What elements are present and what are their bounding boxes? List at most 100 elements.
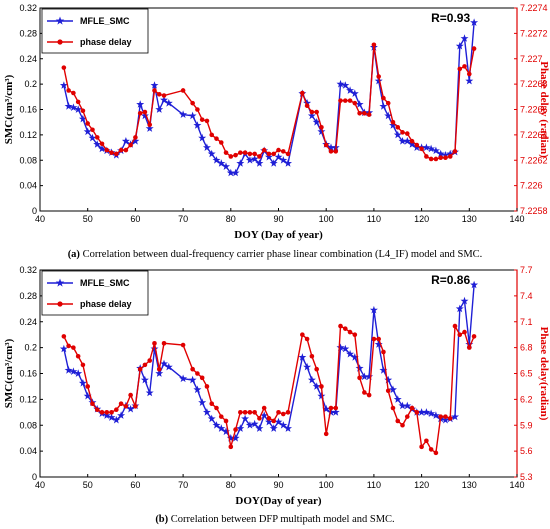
chart-a-smc-point bbox=[274, 152, 283, 161]
chart-b-phase-point bbox=[190, 366, 195, 372]
chart-a-phase-point bbox=[352, 100, 358, 106]
chart-b-xtick-label: 120 bbox=[414, 480, 429, 490]
chart-a-phase-point bbox=[471, 46, 477, 51]
chart-b-phase-point bbox=[199, 375, 205, 381]
chart-a-phase-point bbox=[228, 154, 234, 159]
chart-a-smc-point bbox=[217, 159, 226, 167]
chart-a-smc-line bbox=[63, 22, 475, 174]
chart-a-smc-point bbox=[160, 95, 168, 104]
chart-b-phase-point bbox=[328, 405, 334, 411]
chart-a-ytick-right-label: 7.2258 bbox=[520, 206, 548, 216]
chart-a-phase-point bbox=[428, 156, 434, 162]
chart-b-smc-point bbox=[164, 362, 173, 371]
chart-b-phase-point bbox=[390, 405, 396, 411]
chart-b-phase-point bbox=[180, 342, 186, 348]
chart-b-phase-point bbox=[438, 414, 443, 419]
chart-b-xtick-label: 40 bbox=[35, 480, 45, 490]
chart-a-phase-point bbox=[400, 130, 405, 135]
chart-b-smc-point bbox=[231, 434, 240, 442]
chart-b-smc-point bbox=[112, 415, 121, 424]
chart-a-ytick-right-label: 7.2264 bbox=[520, 130, 548, 140]
chart-a-phase-point bbox=[457, 66, 463, 72]
chart-b-smc-point bbox=[417, 408, 426, 416]
chart-b-ytick-label: 0.08 bbox=[19, 420, 37, 430]
chart-b-phase-point bbox=[123, 403, 129, 409]
chart-a-smc-point bbox=[446, 149, 455, 158]
chart-a-smc-point bbox=[255, 159, 264, 167]
chart-b-ytick-right-label: 5.6 bbox=[520, 446, 533, 456]
caption-b-label: (b) bbox=[155, 514, 168, 525]
chart-a-smc-point bbox=[78, 114, 87, 123]
chart-b-phase-point bbox=[362, 390, 367, 395]
chart-a-smc-point bbox=[64, 102, 73, 110]
chart-b-phase-point bbox=[233, 427, 238, 432]
chart-a-phase-point bbox=[109, 150, 114, 155]
chart-a-legend-box bbox=[41, 8, 149, 54]
chart-a-phase-point bbox=[195, 107, 200, 112]
chart-a-ytick-label: 0.32 bbox=[19, 3, 37, 13]
chart-a-smc-point bbox=[236, 159, 245, 167]
chart-b-phase-point bbox=[414, 410, 420, 415]
chart-b-phase-point bbox=[271, 418, 277, 424]
chart-a-phase-point bbox=[180, 88, 186, 93]
chart-b-smc-point bbox=[160, 359, 168, 368]
chart-b-xtick-label: 140 bbox=[509, 480, 524, 490]
chart-b-phase-point bbox=[133, 403, 138, 409]
chart-a-ytick-right-label: 7.226 bbox=[520, 181, 543, 191]
chart-a-ytick-right-label: 7.2262 bbox=[520, 155, 548, 165]
chart-a-phase-point bbox=[271, 151, 277, 157]
chart-a-phase-point bbox=[204, 118, 210, 124]
caption-a-text: Correlation between dual-frequency carri… bbox=[80, 249, 482, 260]
chart-b-smc-point bbox=[393, 395, 402, 403]
chart-b-smc-point bbox=[236, 424, 245, 432]
chart-a-phase-point bbox=[156, 91, 162, 97]
chart-a-ytick-right-label: 7.2266 bbox=[520, 105, 548, 115]
chart-a-phase-point bbox=[304, 103, 310, 108]
chart-a-smc-point bbox=[136, 100, 145, 108]
chart-b-phase-point bbox=[252, 410, 257, 415]
chart-a-xtick-label: 120 bbox=[414, 214, 429, 224]
chart-a-smc-point bbox=[145, 124, 154, 132]
chart-b-phase-line bbox=[63, 323, 475, 455]
chart-a-phase-point bbox=[328, 149, 334, 154]
chart-a-ytick-label: 0.04 bbox=[19, 181, 37, 191]
chart-b-ytick-label: 0.24 bbox=[19, 317, 37, 327]
chart-a-smc-point bbox=[346, 86, 354, 94]
chart-a-smc-point bbox=[265, 152, 273, 161]
chart-b-smc-point bbox=[431, 411, 440, 419]
chart-b-phase-point bbox=[142, 362, 148, 368]
chart-b-xtick-label: 60 bbox=[130, 480, 140, 490]
chart-a-smc-point bbox=[250, 154, 259, 163]
chart-b-legend-phase-label: phase delay bbox=[80, 299, 132, 309]
chart-a-phase-point bbox=[199, 117, 205, 122]
chart-a-phase-point bbox=[409, 138, 415, 144]
chart-a-phase-point bbox=[104, 147, 110, 153]
chart-b-smc-point bbox=[126, 404, 135, 413]
chart-a-smc-point bbox=[408, 140, 417, 148]
chart-a-smc-point bbox=[131, 137, 140, 145]
chart-b-phase-point bbox=[247, 410, 253, 415]
chart-b-phase-point bbox=[71, 345, 76, 350]
chart-a-phase-point bbox=[123, 147, 129, 153]
chart-a-phase-point bbox=[300, 90, 305, 96]
chart-b-smc-point bbox=[245, 421, 254, 429]
chart-b-phase-point bbox=[147, 358, 153, 363]
chart-b-phase-point bbox=[385, 388, 391, 394]
chart-b-phase-point bbox=[371, 336, 377, 342]
chart-b-smc-point bbox=[355, 364, 364, 372]
chart-b-ylabel-right: Phase delay(radian) bbox=[538, 327, 550, 421]
chart-a-phase-point bbox=[223, 150, 229, 155]
chart-a-smc-point bbox=[74, 105, 83, 113]
chart-a-phase-point bbox=[462, 64, 467, 69]
chart-b-phase-point bbox=[462, 329, 467, 335]
chart-a-phase-point bbox=[366, 112, 372, 117]
chart-b-smc-point bbox=[350, 353, 359, 361]
chart-a-smc-point bbox=[398, 137, 407, 145]
chart-b-smc-point bbox=[241, 414, 250, 423]
chart-b-phase-point bbox=[104, 410, 110, 415]
chart-a-xtick-label: 100 bbox=[319, 214, 334, 224]
chart-b-phase-point bbox=[285, 410, 291, 415]
chart-b-phase-point bbox=[347, 329, 353, 335]
chart-b-ytick-label: 0.28 bbox=[19, 291, 37, 301]
chart-a-xtick-label: 70 bbox=[178, 214, 188, 224]
